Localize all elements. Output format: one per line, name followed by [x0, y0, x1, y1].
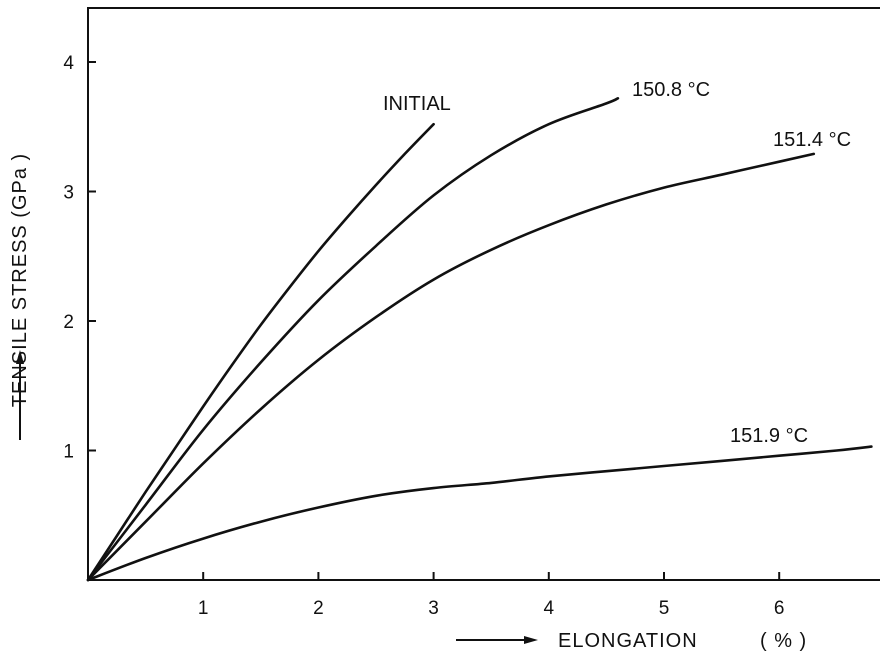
x-tick-label: 2 [313, 598, 324, 619]
y-tick-label: 4 [63, 53, 74, 74]
x-tick-label: 4 [544, 598, 555, 619]
curve-151-9c [86, 445, 873, 582]
x-tick-label: 1 [198, 598, 209, 619]
axes [87, 7, 880, 581]
curves [86, 97, 873, 582]
curve-labels: INITIAL 150.8 °C 151.4 °C 151.9 °C [383, 79, 851, 447]
y-tick-label: 2 [63, 312, 74, 333]
x-axis-arrow [456, 636, 538, 644]
curve-label: 151.9 °C [730, 425, 808, 447]
y-ticks: 1 2 3 4 [63, 53, 96, 463]
curve-label: 151.4 °C [773, 129, 851, 151]
curve-150-8c [86, 97, 620, 582]
x-axis-unit: ( % ) [760, 630, 807, 652]
x-tick-label: 3 [428, 598, 439, 619]
curve-initial [86, 122, 435, 582]
y-axis-title: TENSILE STRESS (GPa ) [9, 153, 31, 407]
curve-label: 150.8 °C [632, 79, 710, 101]
curve-151-4c [86, 152, 816, 582]
y-tick-label: 3 [63, 183, 74, 204]
x-tick-label: 6 [774, 598, 785, 619]
y-tick-label: 1 [63, 442, 74, 463]
x-tick-label: 5 [659, 598, 670, 619]
curve-label: INITIAL [383, 93, 451, 115]
x-axis-title: ELONGATION [558, 630, 698, 652]
x-ticks: 1 2 3 4 5 6 [198, 572, 785, 619]
y-axis-arrow [16, 350, 24, 440]
axis-frame [87, 7, 880, 581]
